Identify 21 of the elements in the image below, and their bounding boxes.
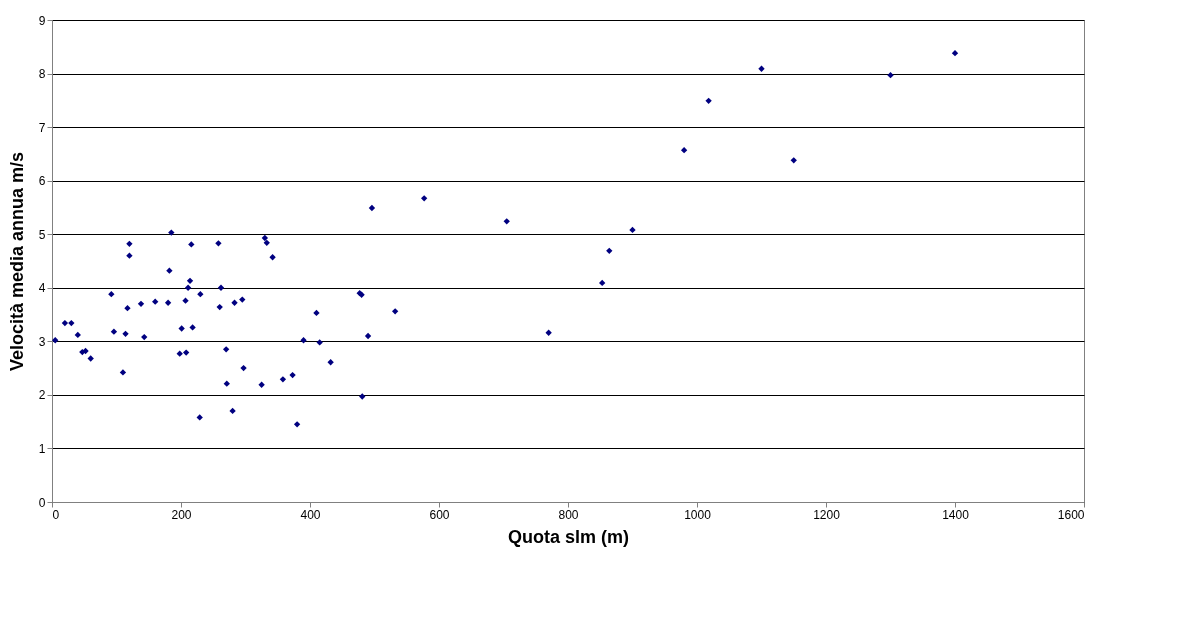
x-tick-label: 1600: [1057, 507, 1085, 522]
x-axis-title: Quota slm (m): [507, 526, 630, 547]
y-tick-label: 5: [38, 227, 46, 242]
x-tick-label: 0: [52, 507, 60, 522]
x-tick-label: 1200: [813, 507, 841, 522]
x-tick-label: 800: [558, 507, 579, 522]
y-tick-label: 1: [38, 441, 46, 456]
y-tick-label: 6: [38, 174, 46, 189]
y-tick-label: 2: [38, 388, 46, 403]
y-tick-label: 9: [38, 13, 46, 28]
x-tick-label: 600: [429, 507, 450, 522]
y-tick-label: 8: [38, 67, 46, 82]
x-tick-label: 1000: [684, 507, 712, 522]
x-tick-label: 1400: [942, 507, 970, 522]
x-tick-label: 200: [171, 507, 192, 522]
y-tick-label: 7: [38, 120, 46, 135]
y-tick-label: 3: [38, 334, 46, 349]
x-tick-label: 400: [300, 507, 321, 522]
y-axis-title: Velocità media annua m/s: [6, 151, 27, 372]
y-tick-label: 4: [38, 281, 46, 296]
y-tick-label: 0: [38, 495, 46, 510]
